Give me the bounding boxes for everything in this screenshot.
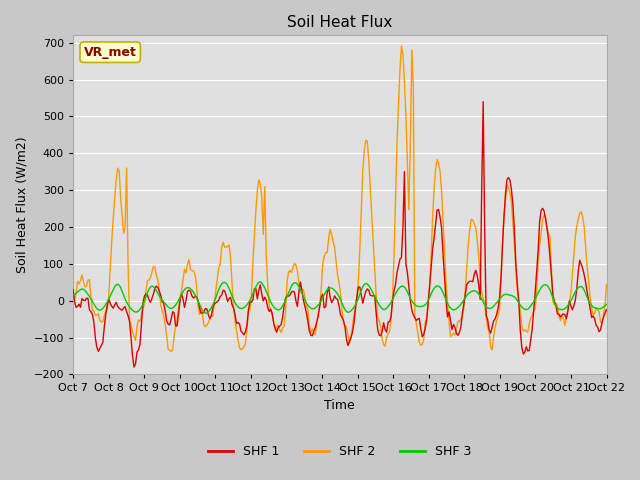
SHF 3: [257, 279, 264, 285]
SHF 1: [576, 257, 584, 263]
Y-axis label: Soil Heat Flux (W/m2): Soil Heat Flux (W/m2): [15, 136, 28, 273]
SHF 3: [576, 284, 584, 289]
Legend: SHF 1, SHF 2, SHF 3: SHF 1, SHF 2, SHF 3: [203, 440, 477, 463]
Line: SHF 1: SHF 1: [73, 102, 607, 367]
SHF 2: [167, 348, 175, 354]
SHF 1: [479, 99, 487, 105]
SHF 1: [130, 364, 138, 370]
SHF 3: [603, 301, 611, 307]
SHF 3: [230, 297, 237, 302]
Line: SHF 3: SHF 3: [73, 282, 607, 313]
Line: SHF 2: SHF 2: [73, 46, 607, 351]
SHF 2: [134, 317, 142, 323]
SHF 2: [69, 300, 77, 305]
SHF 1: [248, 299, 255, 305]
SHF 2: [603, 281, 611, 287]
SHF 1: [230, 305, 237, 311]
SHF 2: [230, 304, 237, 310]
SHF 3: [202, 310, 209, 316]
SHF 2: [576, 210, 584, 216]
SHF 1: [136, 342, 144, 348]
SHF 3: [305, 304, 313, 310]
SHF 1: [69, 287, 77, 292]
SHF 1: [257, 282, 264, 288]
SHF 1: [304, 318, 312, 324]
Title: Soil Heat Flux: Soil Heat Flux: [287, 15, 392, 30]
SHF 2: [248, 292, 255, 298]
SHF 2: [257, 181, 264, 187]
SHF 3: [248, 294, 255, 300]
SHF 3: [69, 292, 77, 298]
SHF 2: [397, 43, 405, 49]
SHF 2: [304, 307, 312, 313]
X-axis label: Time: Time: [324, 399, 355, 412]
SHF 3: [258, 280, 266, 286]
Text: VR_met: VR_met: [84, 46, 136, 59]
SHF 3: [134, 308, 142, 314]
SHF 1: [603, 307, 611, 312]
